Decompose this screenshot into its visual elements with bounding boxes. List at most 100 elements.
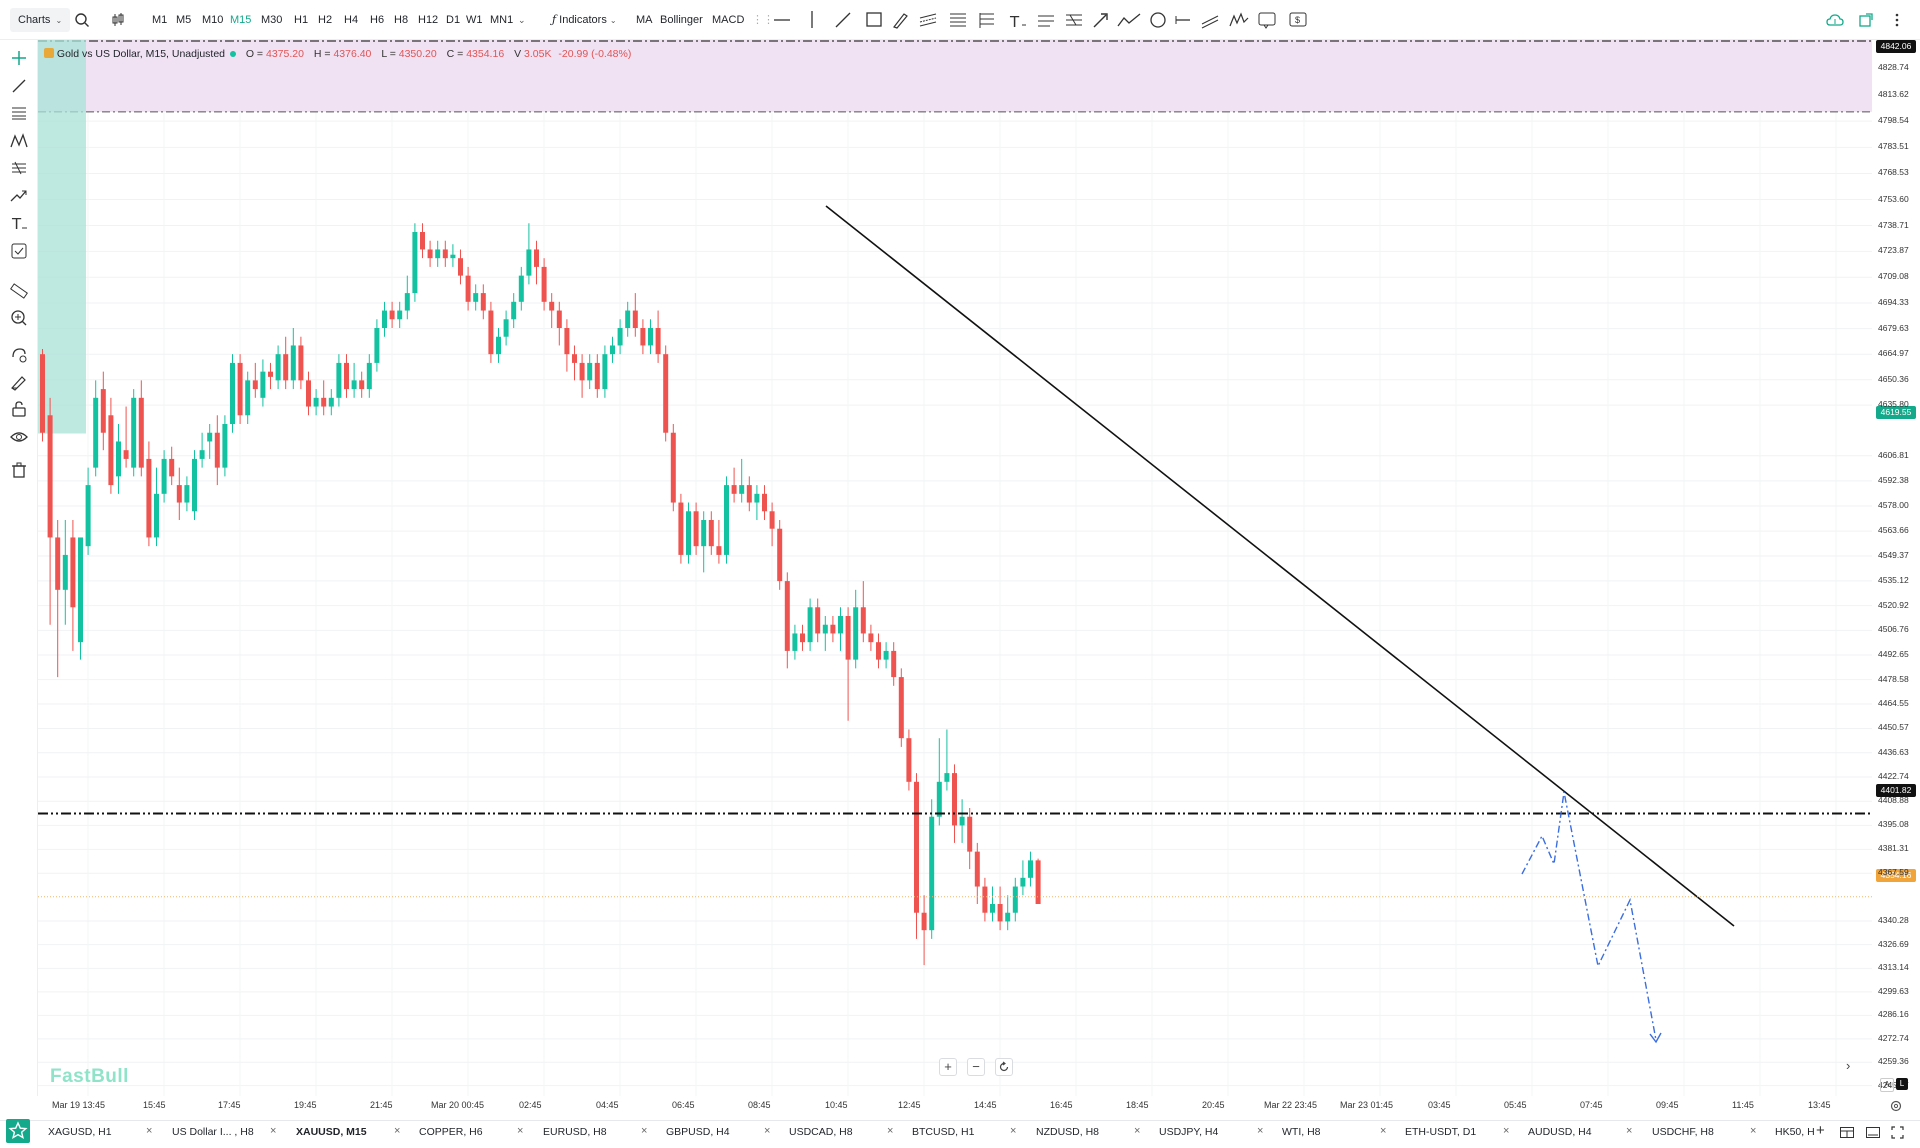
drag-handle-icon[interactable]: ⋮⋮ [752,14,774,26]
symbol-tab[interactable]: NZDUSD, H8 [1036,1126,1100,1138]
close-tab-icon[interactable]: × [146,1125,153,1137]
timeframe-m15[interactable]: M15 [230,14,252,26]
close-tab-icon[interactable]: × [1750,1125,1757,1137]
fullscreen-icon[interactable] [1891,1126,1904,1139]
price-label-icon[interactable]: $ [1289,12,1307,27]
trend-line-icon[interactable] [835,12,851,28]
timeframe-m10[interactable]: M10 [202,14,224,26]
add-tab-button[interactable]: + [1816,1122,1825,1139]
symbol-tab[interactable]: XAUUSD, M15 [296,1126,367,1138]
magnet-icon[interactable] [9,345,29,365]
chart-type-button[interactable] [110,8,126,32]
gann-icon[interactable] [1066,14,1082,26]
symbol-tab[interactable]: USDJPY, H4 [1159,1126,1219,1138]
timeframe-h8[interactable]: H8 [394,14,409,26]
chart-area[interactable]: FastBull [38,40,1872,1096]
symbol-tab[interactable]: HK50, H [1775,1126,1815,1138]
timeframe-m5[interactable]: M5 [176,14,192,26]
settings-icon[interactable] [1889,1099,1903,1113]
zoom-out-button[interactable]: − [967,1058,985,1076]
crosshair-icon[interactable] [9,48,29,68]
more-icon[interactable] [1890,12,1904,28]
pattern-tool-icon[interactable] [9,131,29,151]
gann-tool-icon[interactable] [9,158,29,178]
close-tab-icon[interactable]: × [1134,1125,1141,1137]
close-tab-icon[interactable]: × [1626,1125,1633,1137]
timeframe-h12[interactable]: H12 [418,14,439,26]
elliott-wave-icon[interactable] [1229,12,1249,27]
charts-menu-button[interactable]: Charts ⌄ [10,8,71,32]
symbol-tab[interactable]: COPPER, H6 [419,1126,483,1138]
close-tab-icon[interactable]: × [1010,1125,1017,1137]
timeframe-more-button[interactable]: ⌄ [518,8,526,32]
log-scale-button[interactable]: L [1896,1078,1908,1090]
macd-button[interactable]: MACD [712,14,745,26]
symbol-tab[interactable]: US Dollar I... , H8 [172,1126,254,1138]
timeframe-d1[interactable]: D1 [446,14,461,26]
trash-icon[interactable] [9,460,29,480]
eye-icon[interactable] [9,427,29,447]
double-line-icon[interactable] [1201,15,1219,29]
pitchfork-icon[interactable] [1038,15,1054,27]
favorite-button[interactable] [6,1119,30,1143]
timeframe-h6[interactable]: H6 [370,14,385,26]
fib-fan-icon[interactable] [979,13,994,28]
timeframe-m1[interactable]: M1 [152,14,168,26]
close-tab-icon[interactable]: × [1380,1125,1387,1137]
close-tab-icon[interactable]: × [1257,1125,1264,1137]
symbol-tab[interactable]: GBPUSD, H4 [666,1126,730,1138]
fib-tool-icon[interactable] [9,103,29,123]
price-axis[interactable]: 4842.06 4619.55 4401.82 4354.16 4828.74 4… [1872,40,1920,1096]
ma-button[interactable]: MA [636,14,653,26]
scroll-right-icon[interactable]: › [1846,1058,1851,1073]
ray-icon[interactable] [1175,16,1190,24]
price-chart[interactable] [38,40,1872,1096]
prediction-tool-icon[interactable] [9,186,29,206]
close-tab-icon[interactable]: × [641,1125,648,1137]
price-note-icon[interactable] [1258,12,1276,29]
close-tab-icon[interactable]: × [887,1125,894,1137]
bollinger-button[interactable]: Bollinger [660,14,703,26]
symbol-tab[interactable]: BTCUSD, H1 [912,1126,975,1138]
symbol-tab[interactable]: USDCAD, H8 [789,1126,853,1138]
minimize-icon[interactable] [1866,1127,1880,1138]
timeframe-m30[interactable]: M30 [261,14,283,26]
close-tab-icon[interactable]: × [517,1125,524,1137]
auto-scale-button[interactable]: A [1880,1078,1894,1092]
brush-icon[interactable] [893,13,908,29]
trend-line-tool-icon[interactable] [9,76,29,96]
zoom-in-icon[interactable] [9,308,29,328]
timeframe-h4[interactable]: H4 [344,14,359,26]
search-button[interactable] [74,8,90,32]
symbol-tab[interactable]: ETH-USDT, D1 [1405,1126,1477,1138]
keep-drawing-icon[interactable] [9,372,29,392]
close-tab-icon[interactable]: × [270,1125,277,1137]
ruler-icon[interactable] [9,281,29,301]
symbol-tab[interactable]: AUDUSD, H4 [1528,1126,1592,1138]
time-axis[interactable]: Mar 19 13:45 15:45 17:45 19:45 21:45 Mar 20 0… [38,1096,1872,1116]
symbol-tab[interactable]: EURUSD, H8 [543,1126,607,1138]
layout-icon[interactable] [1840,1127,1854,1138]
close-tab-icon[interactable]: × [1503,1125,1510,1137]
text-tool-icon[interactable]: T [1009,13,1026,31]
timeframe-h2[interactable]: H2 [318,14,333,26]
lock-icon[interactable] [9,399,29,419]
timeframe-h1[interactable]: H1 [294,14,309,26]
symbol-tab[interactable]: WTI, H8 [1282,1126,1321,1138]
symbol-tab[interactable]: XAGUSD, H1 [48,1126,112,1138]
cloud-icon[interactable] [1826,12,1844,28]
timeframe-w1[interactable]: W1 [466,14,483,26]
close-tab-icon[interactable]: × [394,1125,401,1137]
zoom-in-button[interactable]: + [939,1058,957,1076]
reset-zoom-button[interactable] [995,1058,1013,1076]
arrow-icon[interactable] [1093,13,1108,28]
timeframe-mn1[interactable]: MN1 [490,14,514,26]
symbol-tab[interactable]: USDCHF, H8 [1652,1126,1714,1138]
polyline-icon[interactable] [1117,13,1141,27]
text-tool-icon[interactable]: T [9,213,29,233]
parallel-channel-icon[interactable] [919,13,937,27]
note-tool-icon[interactable] [9,241,29,261]
rectangle-icon[interactable] [866,12,882,27]
fib-retracement-icon[interactable] [950,13,966,27]
open-external-icon[interactable] [1858,12,1874,28]
